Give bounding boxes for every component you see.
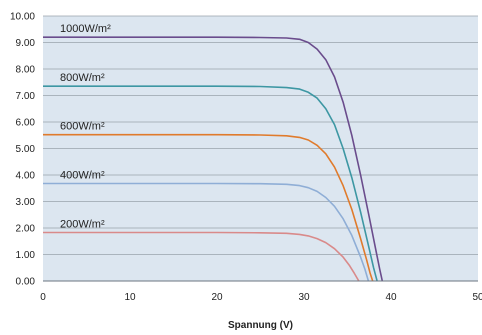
series-line-5 bbox=[43, 231, 360, 282]
x-tick-label: 20 bbox=[211, 292, 223, 303]
y-tick-label: 9.00 bbox=[16, 38, 36, 49]
y-tick-label: 10.00 bbox=[10, 12, 35, 23]
series-labels: 1000W/m² 800W/m² 600W/m² 400W/m² 200W/m² bbox=[60, 23, 111, 230]
y-tick-label: 5.00 bbox=[16, 144, 36, 155]
gridlines bbox=[43, 15, 478, 282]
x-tick-label: 10 bbox=[124, 292, 136, 303]
x-axis-title: Spannung (V) bbox=[228, 320, 293, 331]
series-line-1 bbox=[43, 36, 384, 282]
series-label-3: 600W/m² bbox=[60, 121, 105, 133]
y-tick-label: 8.00 bbox=[16, 65, 36, 76]
y-tick-label: 3.00 bbox=[16, 197, 36, 208]
y-tick-label: 4.00 bbox=[16, 171, 36, 182]
x-tick-label: 0 bbox=[40, 292, 46, 303]
series-label-2: 800W/m² bbox=[60, 72, 105, 84]
y-tick-label: 6.00 bbox=[16, 118, 36, 129]
series-line-2 bbox=[43, 85, 378, 282]
series-label-1: 1000W/m² bbox=[60, 23, 111, 35]
x-tick-label: 40 bbox=[385, 292, 397, 303]
y-tick-label: 1.00 bbox=[16, 250, 36, 261]
x-axis-ticks: 0 10 20 30 40 50 bbox=[40, 292, 482, 303]
series-lines bbox=[43, 36, 384, 282]
series-label-4: 400W/m² bbox=[60, 169, 105, 181]
x-tick-label: 30 bbox=[298, 292, 310, 303]
series-line-4 bbox=[43, 182, 370, 282]
y-tick-label: 2.00 bbox=[16, 224, 36, 235]
series-line-3 bbox=[43, 133, 374, 282]
y-axis-ticks: 0.00 1.00 2.00 3.00 4.00 5.00 6.00 7.00 8.00 9.00… bbox=[10, 12, 35, 288]
x-tick-label: 50 bbox=[472, 292, 482, 303]
series-label-5: 200W/m² bbox=[60, 219, 105, 231]
y-tick-label: 7.00 bbox=[16, 91, 36, 102]
y-tick-label: 0.00 bbox=[16, 277, 36, 288]
